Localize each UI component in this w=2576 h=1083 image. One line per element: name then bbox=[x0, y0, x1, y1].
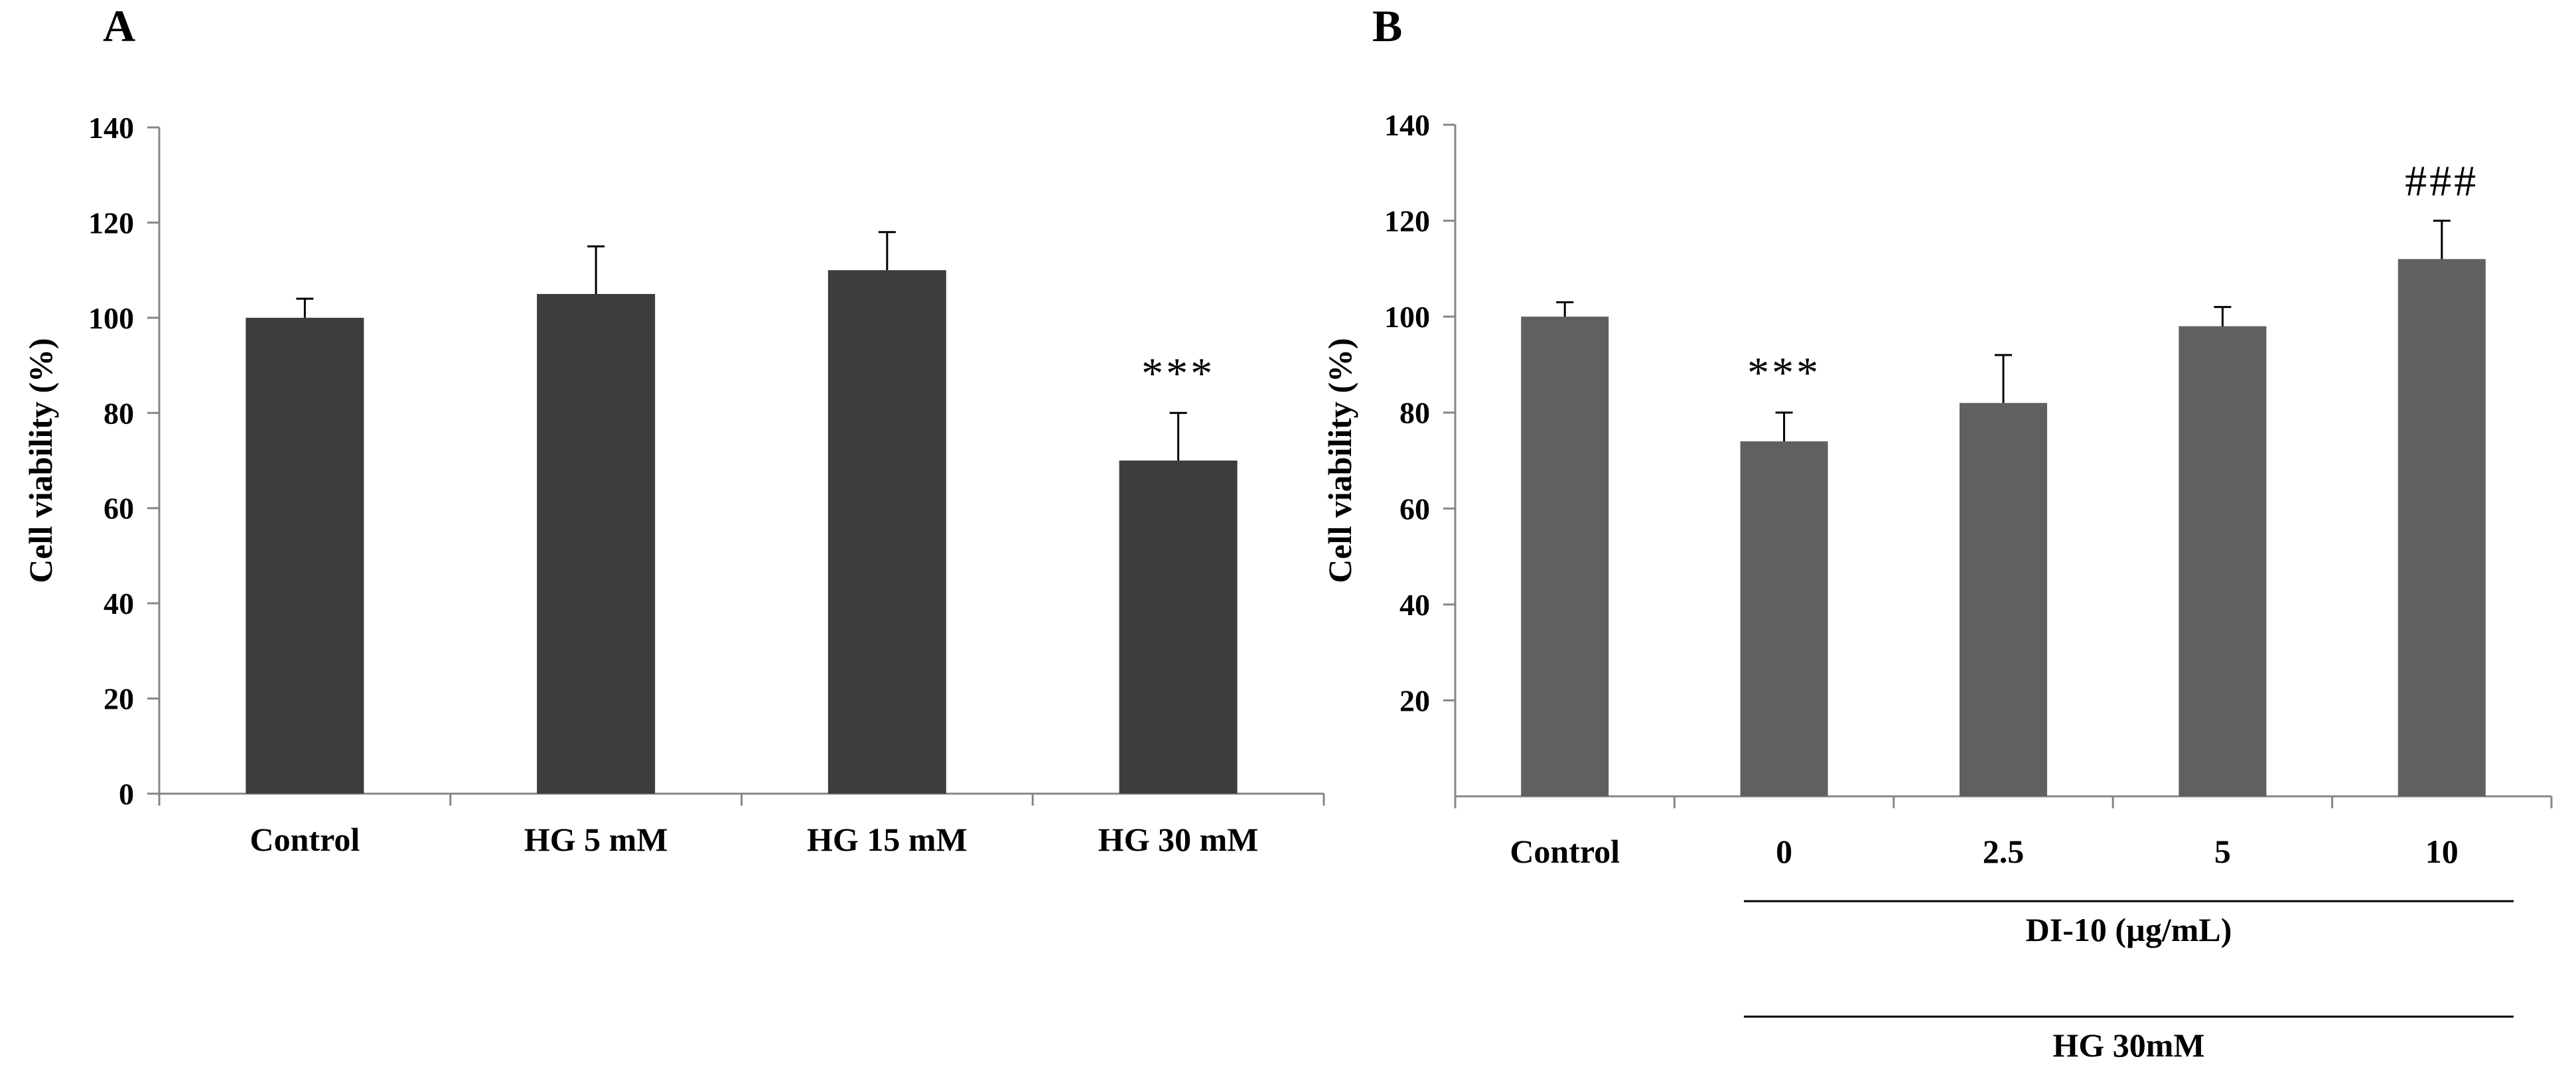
y-tick-label: 120 bbox=[88, 206, 134, 240]
y-tick-label: 100 bbox=[88, 301, 134, 335]
x-category-label: HG 15 mM bbox=[807, 821, 967, 858]
y-tick-label: 20 bbox=[104, 682, 134, 716]
y-tick-label: 120 bbox=[1384, 204, 1430, 238]
y-tick-label: 100 bbox=[1384, 300, 1430, 334]
bar bbox=[1521, 317, 1609, 797]
x-category-label: 2.5 bbox=[1983, 833, 2025, 870]
significance-label: ### bbox=[2405, 157, 2478, 206]
panel-a-label: A bbox=[103, 1, 135, 51]
y-tick-label: 20 bbox=[1399, 684, 1430, 717]
x-category-label: 0 bbox=[1776, 833, 1792, 870]
x-category-label: HG 5 mM bbox=[524, 821, 668, 858]
x-category-label: 5 bbox=[2214, 833, 2231, 870]
panel-b-label: B bbox=[1372, 1, 1402, 51]
chart-a: 0 20 40 60 80 100 120 140 Cell viability (%) Cont… bbox=[22, 111, 1325, 858]
y-tick-label: 40 bbox=[1399, 588, 1430, 622]
y-tick-label: 80 bbox=[104, 396, 134, 430]
y-tick-label: 60 bbox=[1399, 492, 1430, 526]
bar bbox=[1740, 441, 1828, 796]
significance-label: *** bbox=[1747, 349, 1821, 397]
x-category-label: HG 30 mM bbox=[1098, 821, 1259, 858]
bar bbox=[1119, 461, 1238, 794]
y-tick-label: 0 bbox=[119, 777, 134, 811]
y-tick-label: 140 bbox=[88, 111, 134, 145]
y-tick-label: 60 bbox=[104, 492, 134, 526]
y-tick-label: 140 bbox=[1384, 108, 1430, 142]
group-label: DI-10 (µg/mL) bbox=[2026, 911, 2232, 948]
bar bbox=[827, 270, 946, 794]
x-category-label: 10 bbox=[2425, 833, 2459, 870]
significance-label: *** bbox=[1141, 349, 1215, 397]
x-category-label: Control bbox=[250, 821, 360, 858]
y-axis-title: Cell viability (%) bbox=[1321, 338, 1358, 583]
y-tick-label: 40 bbox=[104, 587, 134, 620]
bar bbox=[2397, 259, 2486, 796]
y-tick-label: 80 bbox=[1399, 396, 1430, 430]
bar bbox=[537, 294, 656, 794]
group-label: HG 30mM bbox=[2052, 1027, 2204, 1064]
bar bbox=[2179, 326, 2267, 797]
bar bbox=[1960, 403, 2047, 796]
x-category-label: Control bbox=[1510, 833, 1620, 870]
bar bbox=[246, 317, 364, 794]
y-axis-title: Cell viability (%) bbox=[22, 338, 59, 583]
